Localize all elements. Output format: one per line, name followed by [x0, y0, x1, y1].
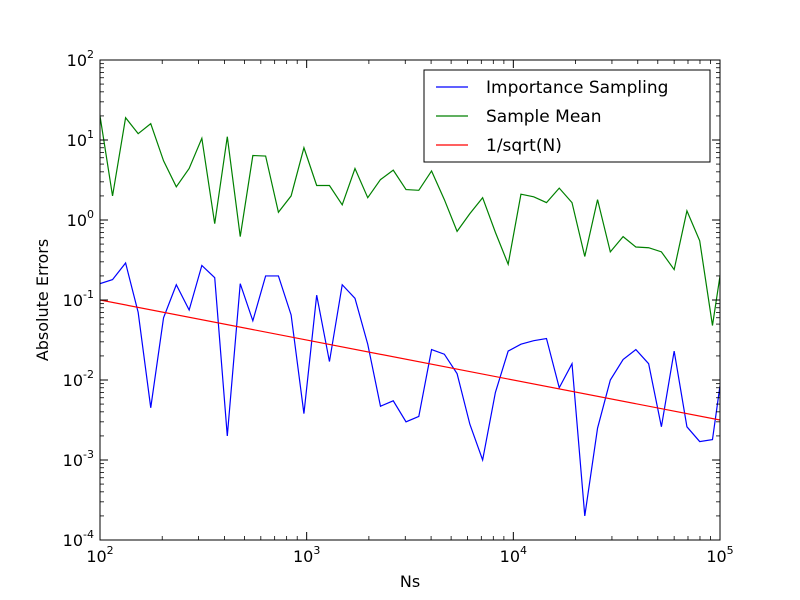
x-tick-label: 105	[706, 544, 733, 566]
legend: Importance Sampling Sample Mean 1/sqrt(N)	[423, 69, 711, 163]
legend-label-1: Importance Sampling	[486, 78, 668, 98]
x-tick-label: 103	[293, 544, 320, 566]
x-tick-label: 102	[86, 544, 113, 566]
series-line-3	[100, 299, 720, 421]
y-tick-label: 10-2	[63, 368, 94, 390]
x-axis-label: Ns	[400, 572, 420, 591]
legend-label-2: Sample Mean	[486, 107, 601, 127]
y-tick-label: 100	[67, 208, 94, 230]
y-tick-label: 10-4	[63, 528, 94, 550]
series-line-1	[100, 261, 720, 517]
ticks-layer: 102 103 104 105 10-4 10-3 10-2 10-1 100 101 102	[63, 48, 734, 566]
y-tick-label: 10-3	[63, 448, 94, 470]
y-tick-label: 101	[67, 128, 94, 150]
x-tick-label: 104	[500, 544, 527, 566]
legend-label-3: 1/sqrt(N)	[486, 136, 562, 156]
y-tick-label: 10-1	[63, 288, 94, 310]
series-layer	[100, 115, 720, 517]
y-axis-label: Absolute Errors	[33, 239, 52, 361]
series-line-2	[100, 115, 720, 326]
y-tick-label: 102	[67, 48, 94, 70]
legend-box	[423, 69, 711, 163]
